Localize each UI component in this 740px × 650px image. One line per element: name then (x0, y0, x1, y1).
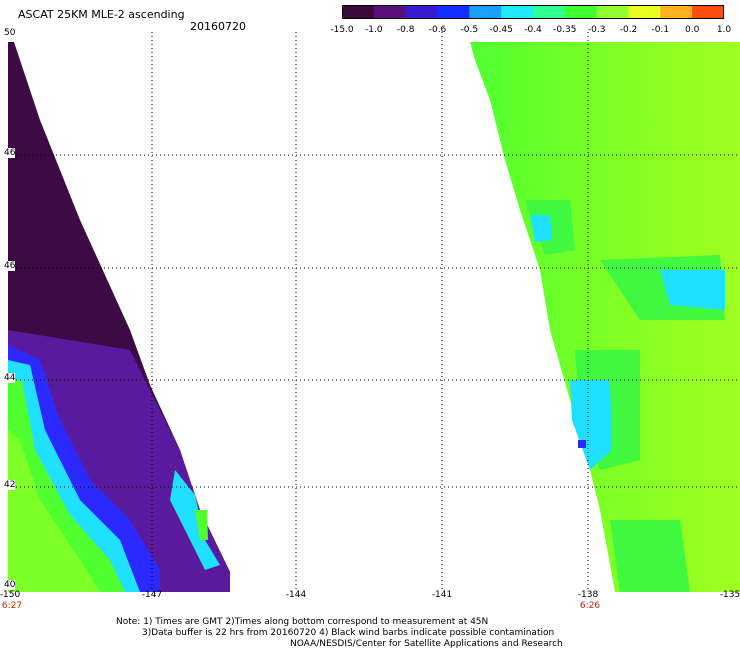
colorbar-tick-label: -0.5 (460, 25, 479, 35)
right-swath (470, 42, 740, 592)
left-swath (8, 42, 230, 592)
lat-label-40: 40 (4, 580, 16, 590)
left-swath-lowgreen (8, 430, 100, 592)
lon-label-150: -150 (0, 590, 21, 600)
colorbar-segment (405, 5, 438, 19)
lat-label-42: 42 (4, 480, 16, 490)
colorbar-segment (564, 5, 598, 19)
lon-label-141: -141 (431, 590, 453, 600)
lat-label-50: 50 (4, 28, 16, 38)
right-swath-cyan-patch-c (570, 380, 612, 470)
note-line-3: NOAA/NESDIS/Center for Satellite Applica… (290, 639, 563, 649)
lat-label-44: 44 (4, 373, 16, 383)
colorbar-segment (533, 5, 566, 19)
note-line-2: 3)Data buffer is 22 hrs from 20160720 4)… (142, 628, 555, 638)
right-swath-base (470, 42, 740, 592)
colorbar-tick-label: -0.1 (651, 25, 670, 35)
colorbar-tick-label: -0.8 (396, 25, 415, 35)
lat-label-46b: 46 (4, 261, 16, 271)
colorbar-tick-label: -0.6 (428, 25, 447, 35)
colorbar-segment (373, 5, 407, 19)
colorbar-segment (342, 5, 375, 19)
colorbar-tick-label: 1.0 (716, 25, 732, 35)
lat-label-46a: 46 (4, 148, 16, 158)
colorbar-segment (501, 5, 534, 19)
product-title: ASCAT 25KM MLE-2 ascending (18, 8, 185, 21)
colorbar-segment (660, 5, 693, 19)
right-swath-blue-spot (578, 440, 586, 448)
time-label-right: 6:26 (579, 601, 601, 611)
left-swath-cyan (8, 360, 140, 592)
graticule (8, 32, 740, 592)
colorbar-tick-label: -15.0 (330, 25, 354, 35)
colorbar-tick-label: -0.4 (524, 25, 542, 35)
lon-label-138: -138 (577, 590, 599, 600)
colorbar-tick-label: -0.35 (553, 25, 577, 35)
left-swath-edge-green (195, 510, 208, 540)
colorbar (342, 5, 724, 19)
colorbar-tick-label: -0.3 (587, 25, 606, 35)
right-swath-cyan-patch-a (530, 215, 552, 242)
colorbar-tick-label: 0.0 (684, 25, 700, 35)
note-line-1: Note: 1) Times are GMT 2)Times along bot… (116, 617, 489, 627)
lon-label-147: -147 (141, 590, 163, 600)
product-date: 20160720 (190, 20, 246, 33)
left-swath-edge-cyan (170, 470, 220, 570)
colorbar-tick-label: -1.0 (365, 25, 383, 35)
colorbar-tick-label: -0.2 (619, 25, 638, 35)
time-label-left: 6:27 (1, 601, 23, 611)
colorbar-segment (628, 5, 661, 19)
colorbar-segment (692, 5, 724, 19)
colorbar-segment (437, 5, 470, 19)
lon-label-144: -144 (285, 590, 307, 600)
colorbar-tick-label: -0.45 (489, 25, 513, 35)
left-swath-blue (8, 345, 160, 592)
lon-label-135: -135 (719, 590, 740, 600)
colorbar-outline (342, 5, 724, 19)
colorbar-segment (469, 5, 502, 19)
right-swath-cyan-patch-b (660, 270, 725, 310)
colorbar-segment (596, 5, 629, 19)
right-swath-green-patch-d (610, 520, 690, 592)
